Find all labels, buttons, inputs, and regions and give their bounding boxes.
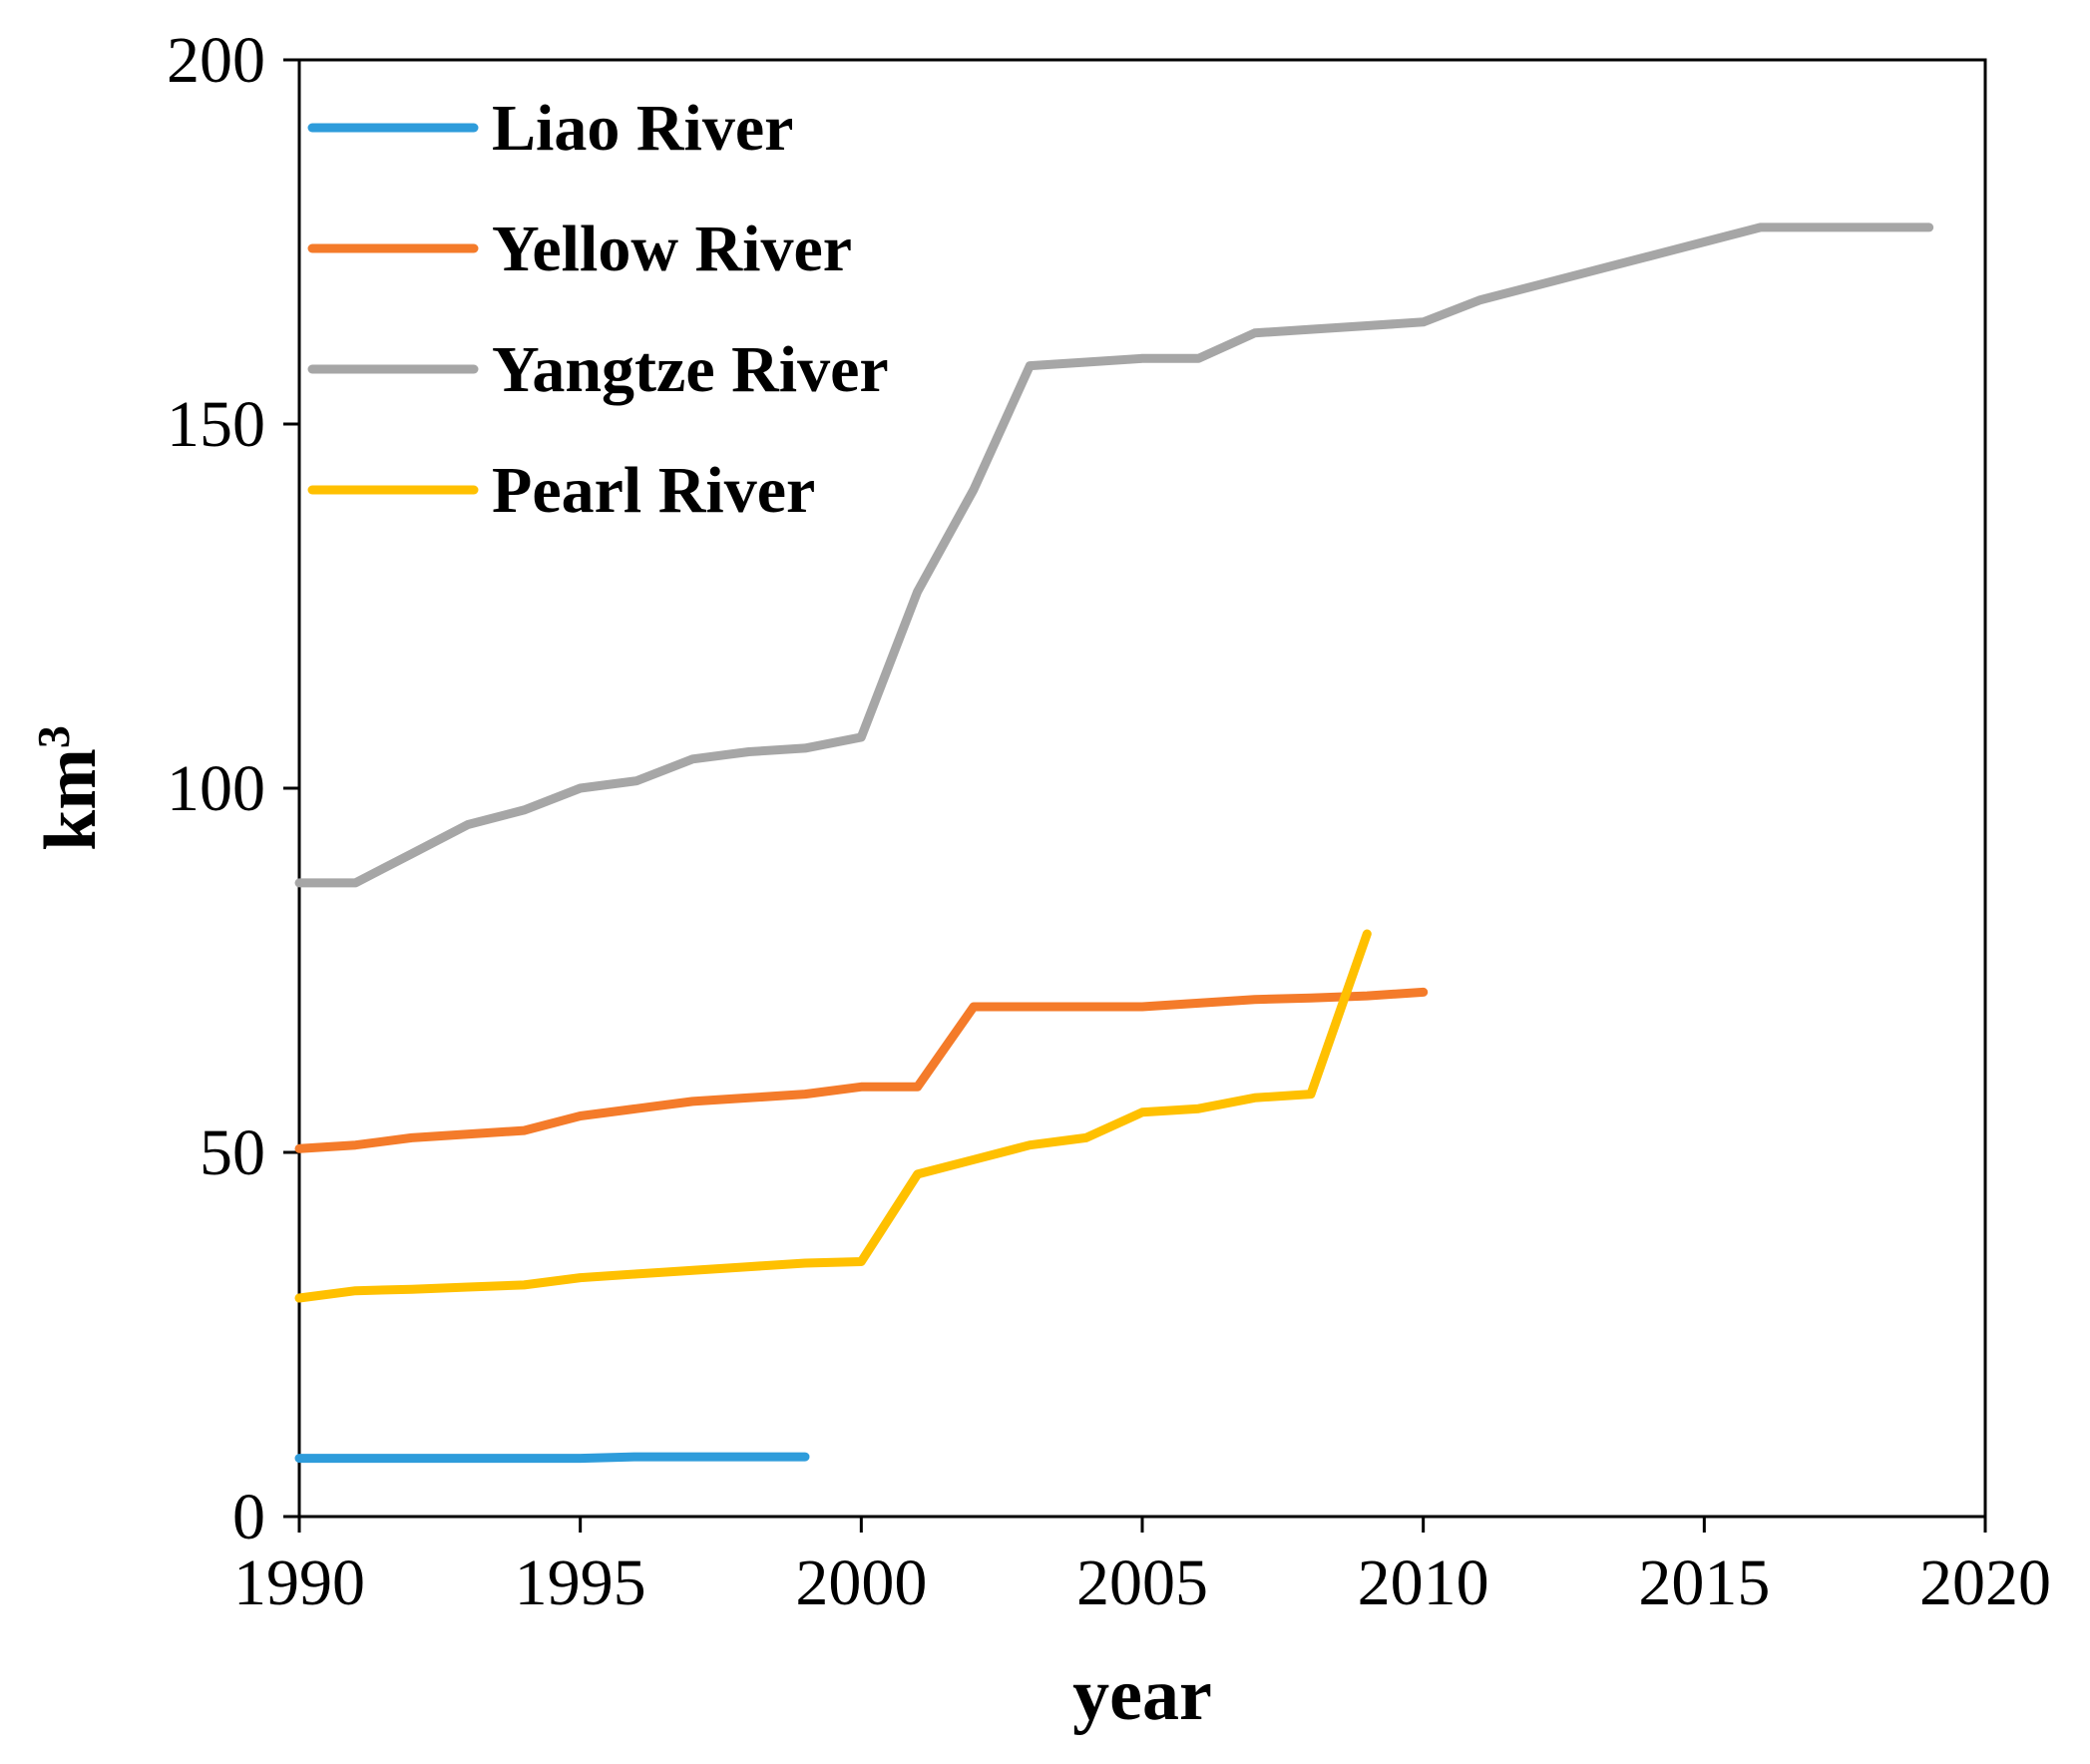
legend-label-yangtze-river: Yangtze River xyxy=(492,333,889,406)
y-axis-title: km3 xyxy=(28,725,112,851)
x-axis: 1990 1995 2000 2005 2010 2015 2020 xyxy=(233,1517,2051,1619)
x-tick-label: 1995 xyxy=(515,1546,646,1619)
y-axis-title-unit: km xyxy=(30,748,112,851)
y-tick-label: 0 xyxy=(232,1481,265,1553)
x-tick-label: 2000 xyxy=(795,1546,927,1619)
legend-label-liao-river: Liao River xyxy=(492,92,793,165)
legend: Liao River Yellow River Yangtze River Pearl… xyxy=(307,92,889,527)
x-tick-label: 2015 xyxy=(1638,1546,1770,1619)
y-tick-label: 200 xyxy=(167,24,265,97)
series-line-liao-river xyxy=(294,1452,810,1464)
y-tick-label: 150 xyxy=(167,388,265,461)
legend-label-yellow-river: Yellow River xyxy=(492,213,852,285)
y-tick-label: 100 xyxy=(167,752,265,825)
y-axis: 0 50 100 150 200 xyxy=(167,24,299,1553)
x-axis-title: year xyxy=(1072,1654,1212,1736)
x-tick-label: 2020 xyxy=(1919,1546,2051,1619)
series-line-yangtze-river xyxy=(294,222,1934,888)
series-line-yellow-river xyxy=(294,987,1429,1153)
x-tick-label: 2010 xyxy=(1358,1546,1489,1619)
x-tick-label: 2005 xyxy=(1076,1546,1208,1619)
series-line-pearl-river xyxy=(294,929,1372,1303)
legend-label-pearl-river: Pearl River xyxy=(492,454,815,527)
series-lines xyxy=(294,222,1934,1464)
y-tick-label: 50 xyxy=(200,1116,265,1189)
y-axis-title-superscript: 3 xyxy=(28,725,79,748)
x-tick-label: 1990 xyxy=(233,1546,365,1619)
